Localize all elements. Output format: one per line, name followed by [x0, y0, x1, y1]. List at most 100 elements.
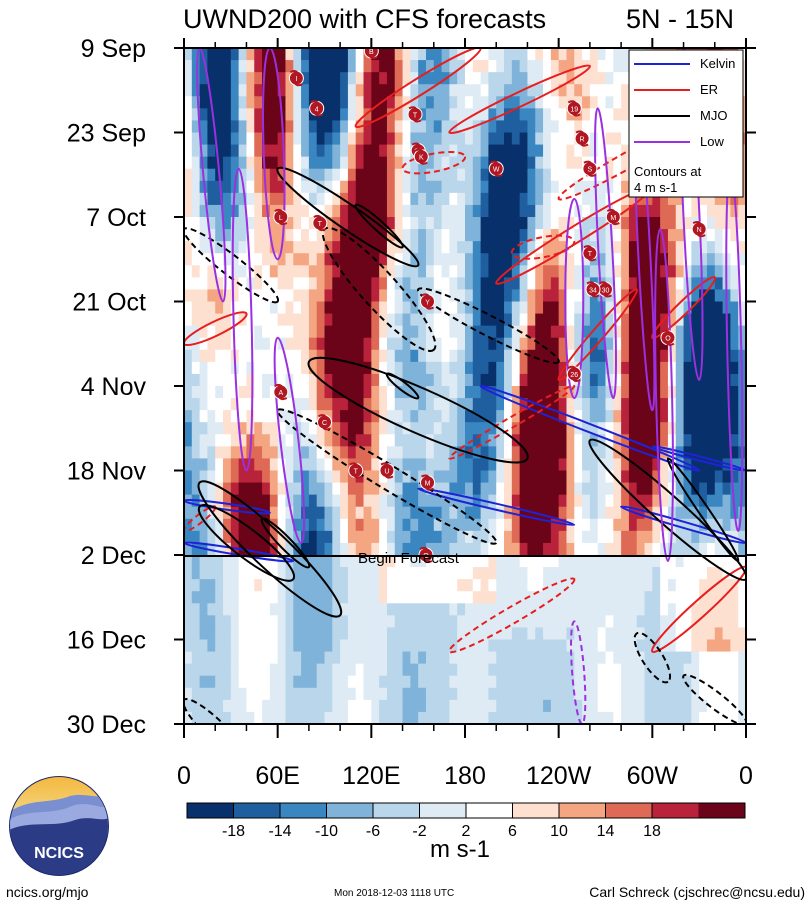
heatmap-cell	[621, 265, 630, 278]
heatmap-cell	[379, 60, 388, 73]
heatmap-cell	[363, 675, 372, 689]
heatmap-cell	[527, 60, 536, 73]
heatmap-cell	[558, 639, 568, 653]
heatmap-cell	[621, 120, 630, 134]
heatmap-cell	[269, 72, 279, 85]
heatmap-cell	[589, 651, 599, 665]
heatmap-cell	[269, 639, 279, 653]
heatmap-cell	[262, 132, 271, 146]
footer-url[interactable]: ncics.org/mjo	[6, 884, 89, 900]
heatmap-cell	[269, 687, 279, 701]
heatmap-cell	[215, 434, 224, 447]
heatmap-cell	[347, 120, 357, 134]
heatmap-cell	[660, 458, 669, 472]
heatmap-cell	[230, 506, 240, 520]
heatmap-cell	[488, 458, 497, 472]
heatmap-cell	[582, 506, 591, 520]
heatmap-cell	[386, 579, 396, 592]
heatmap-cell	[644, 446, 653, 460]
heatmap-cell	[527, 386, 536, 399]
heatmap-cell	[527, 168, 536, 182]
heatmap-cell	[660, 277, 669, 291]
heatmap-cell	[675, 265, 685, 278]
heatmap-cell	[683, 253, 692, 266]
heatmap-cell	[386, 542, 396, 556]
heatmap-cell	[574, 313, 583, 327]
heatmap-cell	[441, 542, 450, 556]
heatmap-cell	[691, 349, 700, 363]
heatmap-cell	[410, 567, 419, 580]
heatmap-cell	[457, 265, 466, 278]
heatmap-cell	[223, 301, 232, 315]
heatmap-cell	[285, 349, 294, 363]
heatmap-cell	[215, 482, 224, 496]
heatmap-cell	[589, 398, 599, 411]
heatmap-cell	[184, 192, 193, 206]
heatmap-cell	[488, 434, 497, 447]
heatmap-cell	[667, 591, 677, 604]
heatmap-cell	[246, 579, 255, 592]
contour-low	[231, 167, 254, 472]
heatmap-cell	[574, 48, 583, 61]
heatmap-cell	[496, 289, 505, 303]
heatmap-cell	[644, 518, 653, 532]
heatmap-cell	[223, 265, 232, 278]
heatmap-cell	[628, 555, 638, 568]
heatmap-cell	[535, 675, 544, 689]
heatmap-cell	[543, 217, 552, 230]
heatmap-cell	[215, 349, 224, 363]
heatmap-cell	[199, 434, 209, 447]
heatmap-cell	[324, 711, 333, 724]
heatmap-cell	[379, 361, 388, 375]
heatmap-cell	[699, 663, 708, 677]
heatmap-cell	[699, 458, 708, 472]
heatmap-cell	[441, 361, 450, 375]
tropical-cyclone-marker: I	[288, 70, 304, 87]
heatmap-cell	[347, 627, 357, 641]
heatmap-cell	[433, 627, 443, 641]
heatmap-cell	[582, 699, 591, 713]
heatmap-cell	[433, 108, 443, 122]
heatmap-cell	[480, 398, 490, 411]
heatmap-cell	[425, 699, 435, 713]
heatmap-cell	[332, 84, 341, 97]
heatmap-cell	[394, 446, 404, 460]
heatmap-cell	[246, 120, 255, 134]
heatmap-cell	[730, 204, 739, 218]
heatmap-cell	[613, 337, 622, 351]
heatmap-cell	[324, 96, 333, 109]
heatmap-cell	[597, 229, 607, 242]
heatmap-cell	[402, 398, 411, 411]
heatmap-cell	[550, 615, 560, 629]
heatmap-cell	[308, 518, 318, 532]
heatmap-cell	[511, 518, 521, 532]
heatmap-cell	[215, 96, 224, 109]
heatmap-cell	[184, 289, 193, 303]
heatmap-cell	[496, 398, 505, 411]
heatmap-cell	[582, 410, 591, 423]
heatmap-cell	[691, 567, 700, 580]
heatmap-cell	[574, 494, 583, 508]
heatmap-cell	[340, 120, 349, 134]
heatmap-cell	[269, 241, 279, 254]
heatmap-cell	[488, 265, 497, 278]
heatmap-cell	[527, 108, 536, 122]
heatmap-cell	[511, 301, 521, 315]
heatmap-cell	[621, 458, 630, 472]
heatmap-cell	[472, 144, 482, 158]
heatmap-cell	[324, 265, 333, 278]
heatmap-cell	[402, 470, 411, 484]
heatmap-cell	[223, 349, 232, 363]
y-tick-label: 23 Sep	[67, 120, 146, 148]
heatmap-cell	[457, 361, 466, 375]
heatmap-cell	[418, 410, 427, 423]
heatmap-cell	[652, 627, 661, 641]
heatmap-cell	[191, 687, 201, 701]
heatmap-cell	[262, 96, 271, 109]
heatmap-cell	[722, 627, 731, 641]
heatmap-cell	[386, 639, 396, 653]
heatmap-cell	[691, 434, 700, 447]
heatmap-cell	[285, 530, 294, 544]
heatmap-cell	[207, 434, 216, 447]
heatmap-cell	[347, 603, 357, 616]
